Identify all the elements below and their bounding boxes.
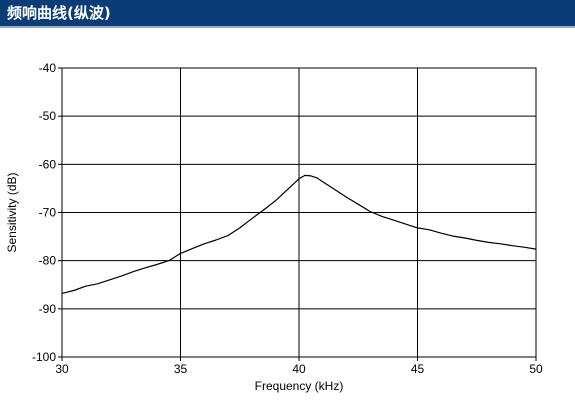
y-tick-label: -60 xyxy=(39,157,57,171)
x-tick-label: 40 xyxy=(292,362,306,376)
series-layer xyxy=(61,174,537,294)
label-layer: Frequency (kHz) Sensitivity (dB) xyxy=(5,172,343,393)
plot-frame xyxy=(61,67,537,358)
series-line xyxy=(61,174,537,294)
y-tick-label: -50 xyxy=(39,109,57,123)
y-axis-label: Sensitivity (dB) xyxy=(5,172,19,252)
y-tick-label: -80 xyxy=(39,254,57,268)
x-tick-label: 50 xyxy=(529,362,543,376)
x-tick-label: 30 xyxy=(55,362,69,376)
y-tick-label: -70 xyxy=(39,206,57,220)
frequency-response-chart: 30 35 40 45 50 -40 -50 -60 -70 -80 -90 -100 Frequen… xyxy=(5,61,543,393)
chart-container: 30 35 40 45 50 -40 -50 -60 -70 -80 -90 -100 Frequen… xyxy=(0,28,575,405)
x-tick-label: 45 xyxy=(411,362,425,376)
y-tick-label: -100 xyxy=(32,350,56,364)
grid-layer xyxy=(62,68,536,357)
y-tick-label: -40 xyxy=(39,61,57,75)
y-tick-label: -90 xyxy=(39,302,57,316)
x-axis-label: Frequency (kHz) xyxy=(255,379,344,393)
x-tick-label: 35 xyxy=(174,362,188,376)
page-title: 频响曲线(纵波) xyxy=(7,4,111,22)
axis-layer: 30 35 40 45 50 -40 -50 -60 -70 -80 -90 -100 xyxy=(32,61,543,376)
header-bar: 频响曲线(纵波) xyxy=(0,0,575,28)
